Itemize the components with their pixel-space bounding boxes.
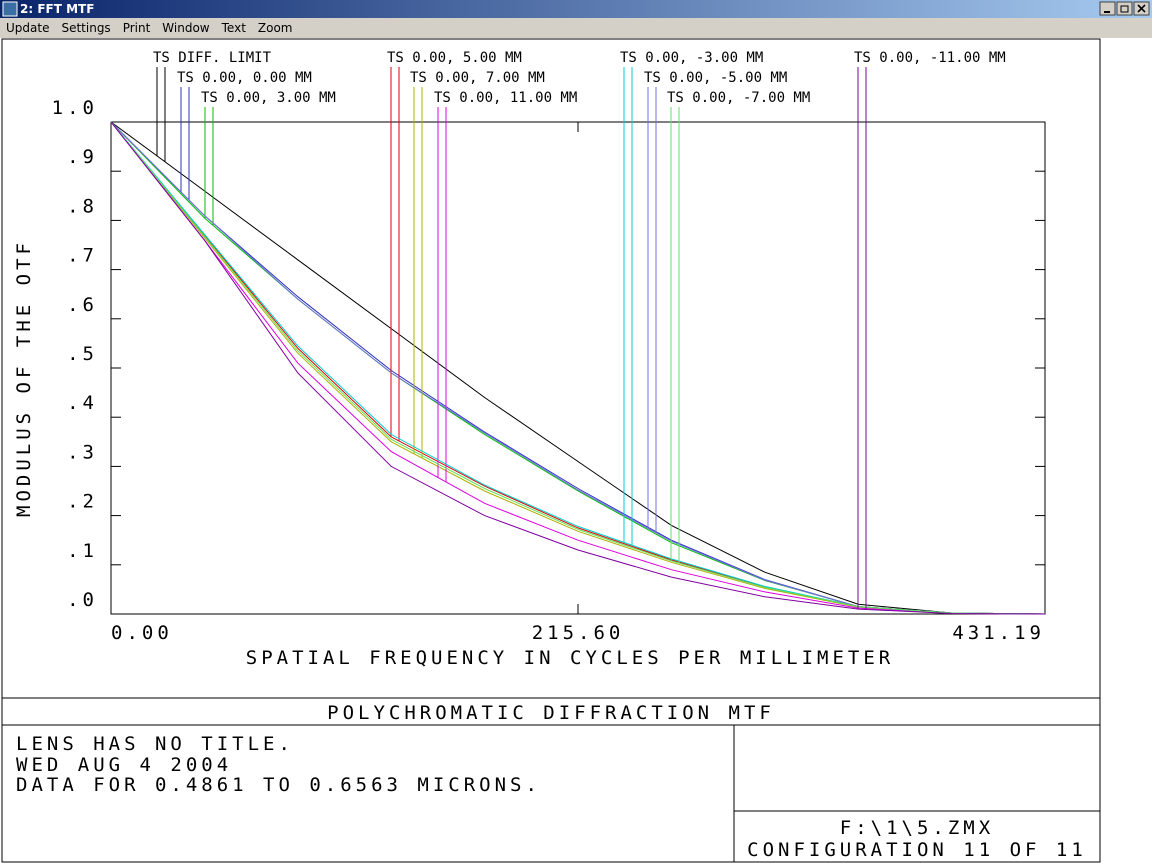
y-tick-label: .1: [67, 540, 98, 562]
legend-entry: TS 0.00, 7.00 MM: [410, 70, 545, 86]
menu-item[interactable]: Settings: [61, 21, 110, 35]
menu-item[interactable]: Window: [162, 21, 210, 35]
mtf-curve: [110, 121, 1046, 615]
y-tick-label: .9: [67, 146, 98, 168]
y-tick-label: .8: [67, 195, 98, 217]
menu-item[interactable]: Print: [123, 21, 151, 35]
legend-entry: TS 0.00, -7.00 MM: [667, 90, 810, 106]
y-tick-label: .2: [67, 491, 98, 513]
menu: Update Settings Print Window Text Zoom: [6, 21, 293, 35]
close-glyph: [1137, 4, 1146, 13]
chart-title: POLYCHROMATIC DIFFRACTION MTF: [327, 702, 775, 724]
legend-entry: TS 0.00, -5.00 MM: [644, 70, 787, 86]
menu-item[interactable]: Update: [6, 21, 49, 35]
window-buttons: [1099, 1, 1150, 16]
title-bar: [0, 0, 1152, 18]
legend-entry: TS 0.00, 3.00 MM: [201, 90, 336, 106]
y-tick-label: .5: [67, 343, 98, 365]
y-tick-label: .6: [67, 294, 98, 316]
restore-button[interactable]: [1116, 1, 1133, 16]
legend-entry: TS 0.00, 11.00 MM: [434, 90, 577, 106]
legend-entry: TS 0.00, -11.00 MM: [854, 50, 1006, 66]
legend-entry: TS 0.00, -3.00 MM: [620, 50, 763, 66]
menu-bar: [0, 18, 1152, 38]
minimize-button[interactable]: [1099, 1, 1116, 16]
y-tick-label: .4: [67, 392, 98, 414]
x-tick-label: 215.60: [532, 622, 625, 644]
graph-frame: [1, 38, 1101, 863]
y-axis-label: MODULUS OF THE OTF: [13, 239, 35, 517]
footer-line: WED AUG 4 2004: [16, 754, 232, 776]
window-title: 2: FFT MTF: [20, 2, 94, 16]
x-tick-label: 431.19: [952, 622, 1045, 644]
y-tick-label: .7: [67, 245, 98, 267]
y-tick-label: .3: [67, 441, 98, 463]
mtf-curve: [110, 121, 1046, 615]
mtf-curve: [110, 121, 1046, 615]
footer-line: DATA FOR 0.4861 TO 0.6563 MICRONS.: [16, 774, 541, 796]
legend-entry: TS 0.00, 0.00 MM: [177, 70, 312, 86]
menu-item[interactable]: Zoom: [258, 21, 293, 35]
y-tick-label: .0: [67, 589, 98, 611]
configuration: CONFIGURATION 11 OF 11: [747, 839, 1087, 861]
x-tick-label: 0.00: [111, 622, 173, 644]
legend-entry: TS DIFF. LIMIT: [153, 50, 272, 66]
menu-item[interactable]: Text: [221, 21, 247, 35]
file-name: F:\1\5.ZMX: [840, 817, 994, 839]
x-axis-label: SPATIAL FREQUENCY IN CYCLES PER MILLIMET…: [246, 647, 894, 669]
y-tick-label: 1.0: [52, 97, 98, 119]
mtf-curve: [110, 121, 1046, 615]
app-icon: [2, 1, 18, 17]
restore-glyph: [1120, 5, 1129, 13]
footer-line: LENS HAS NO TITLE.: [16, 733, 294, 755]
legend-entry: TS 0.00, 5.00 MM: [387, 50, 522, 66]
